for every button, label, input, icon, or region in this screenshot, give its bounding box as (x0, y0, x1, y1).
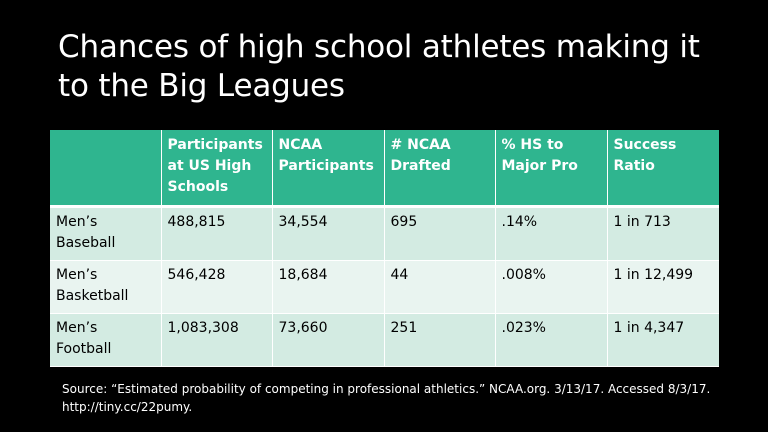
table-cell: .023% (495, 313, 608, 367)
header-cell-hs-participants: Participants at US High Schools (161, 130, 273, 208)
table-cell: 34,554 (272, 206, 385, 261)
table-cell: .008% (495, 260, 608, 314)
header-cell-empty (50, 130, 162, 208)
table-cell-sport: Men’s Baseball (50, 206, 162, 261)
source-citation: Source: “Estimated probability of compet… (62, 382, 711, 414)
table-cell: 44 (384, 260, 496, 314)
table-cell: 1 in 4,347 (607, 313, 719, 367)
header-cell-ncaa-drafted: # NCAA Drafted (384, 130, 496, 208)
table-cell: .14% (495, 206, 608, 261)
table-cell: 1 in 12,499 (607, 260, 719, 314)
table-header-row: Participants at US High Schools NCAA Par… (50, 130, 719, 208)
table-cell: 251 (384, 313, 496, 367)
table-cell: 695 (384, 206, 496, 261)
header-cell-hs-to-pro: % HS to Major Pro (495, 130, 608, 208)
table-cell: 1,083,308 (161, 313, 273, 367)
header-cell-success-ratio: Success Ratio (607, 130, 719, 208)
table-cell-sport: Men’s Basketball (50, 260, 162, 314)
table-cell: 73,660 (272, 313, 385, 367)
stats-table: Participants at US High Schools NCAA Par… (50, 130, 719, 367)
header-cell-ncaa-participants: NCAA Participants (272, 130, 385, 208)
slide-title: Chances of high school athletes making i… (58, 29, 700, 104)
table-row: Men’s Baseball 488,815 34,554 695 .14% 1… (50, 206, 719, 261)
table-cell: 488,815 (161, 206, 273, 261)
table-row: Men’s Football 1,083,308 73,660 251 .023… (50, 313, 719, 367)
table-cell: 18,684 (272, 260, 385, 314)
table-cell: 546,428 (161, 260, 273, 314)
table-cell-sport: Men’s Football (50, 313, 162, 367)
table-cell: 1 in 713 (607, 206, 719, 261)
table-row: Men’s Basketball 546,428 18,684 44 .008%… (50, 260, 719, 314)
